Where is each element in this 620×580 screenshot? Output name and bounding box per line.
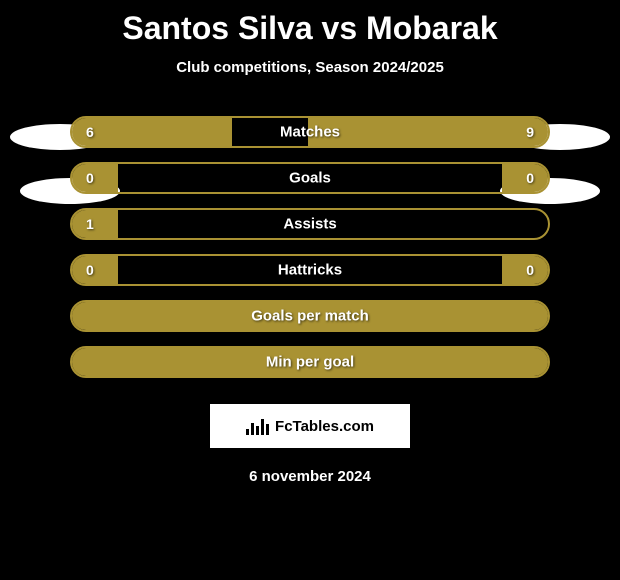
comparison-chart: 6 9 Matches 0 0 Goals 1 Assists 0 0 Hattricks Goals… [0, 116, 620, 396]
value-left: 1 [86, 216, 94, 232]
stat-row: 0 0 Goals [70, 162, 550, 194]
bars-icon [246, 417, 269, 435]
value-right: 0 [526, 262, 534, 278]
stat-row: 1 Assists [70, 208, 550, 240]
stat-label: Hattricks [278, 262, 342, 279]
value-left: 0 [86, 170, 94, 186]
stat-row: Min per goal [70, 346, 550, 378]
watermark-text: FcTables.com [275, 418, 374, 435]
stat-label: Min per goal [266, 354, 354, 371]
page-title: Santos Silva vs Mobarak [0, 0, 620, 47]
stat-row: 6 9 Matches [70, 116, 550, 148]
bar-right [502, 256, 548, 284]
stat-label: Matches [280, 124, 340, 141]
value-right: 9 [526, 124, 534, 140]
bar-right [308, 118, 548, 146]
stat-row: Goals per match [70, 300, 550, 332]
bar-left [72, 118, 232, 146]
value-right: 0 [526, 170, 534, 186]
stat-row: 0 0 Hattricks [70, 254, 550, 286]
footer-date: 6 november 2024 [0, 468, 620, 485]
page-subtitle: Club competitions, Season 2024/2025 [0, 59, 620, 76]
value-left: 6 [86, 124, 94, 140]
bar-left [72, 164, 118, 192]
watermark: FcTables.com [210, 404, 410, 448]
bar-left [72, 210, 118, 238]
bar-left [72, 256, 118, 284]
value-left: 0 [86, 262, 94, 278]
stat-label: Goals [289, 170, 331, 187]
stat-label: Goals per match [251, 308, 369, 325]
bar-right [502, 164, 548, 192]
stat-label: Assists [283, 216, 336, 233]
